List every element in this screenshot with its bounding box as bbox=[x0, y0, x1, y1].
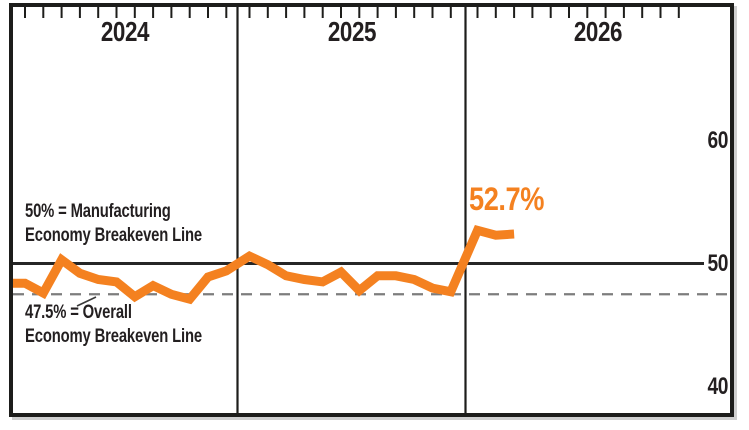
overall-breakeven-label-line2: Economy Breakeven Line bbox=[25, 326, 202, 347]
manufacturing-breakeven-label-line2: Economy Breakeven Line bbox=[25, 225, 202, 246]
manufacturing-breakeven-label-line1: 50% = Manufacturing bbox=[25, 201, 171, 222]
year-label-2025: 2025 bbox=[327, 16, 377, 47]
overall-breakeven-label: 47.5% = Overall Economy Breakeven Line bbox=[25, 301, 202, 349]
overall-breakeven-label-line1: 47.5% = Overall bbox=[25, 302, 132, 323]
chart-frame bbox=[9, 3, 734, 417]
y-axis-label-50: 50 bbox=[707, 250, 728, 277]
y-axis-label-40: 40 bbox=[707, 373, 728, 400]
year-label-2026: 2026 bbox=[573, 16, 623, 47]
value-annotation: 52.7% bbox=[469, 181, 544, 217]
year-label-2024: 2024 bbox=[100, 16, 150, 47]
manufacturing-breakeven-label: 50% = Manufacturing Economy Breakeven Li… bbox=[25, 200, 202, 248]
y-axis-label-60: 60 bbox=[707, 127, 728, 154]
